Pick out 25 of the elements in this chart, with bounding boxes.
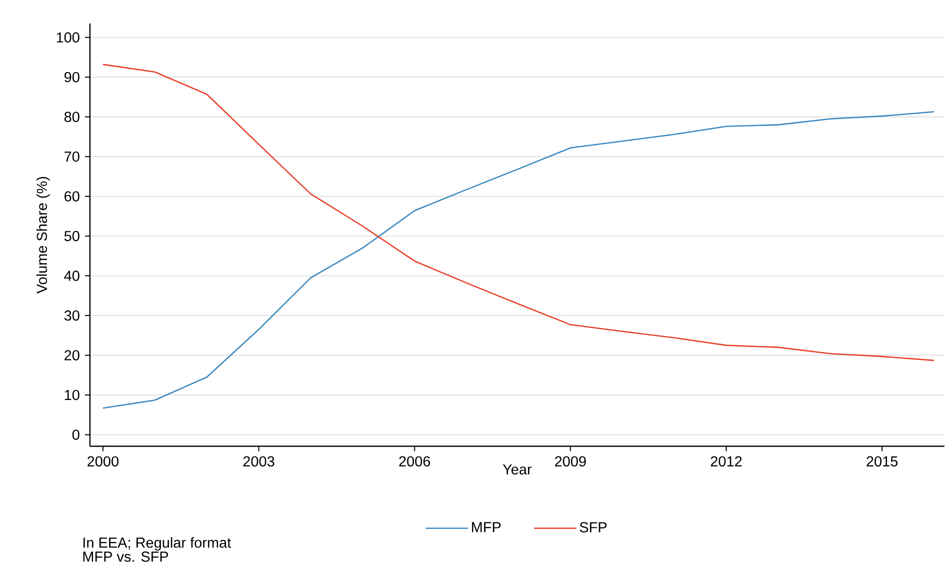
y-tick-label: 30 xyxy=(64,310,80,321)
x-tick-label: 2015 xyxy=(866,456,898,467)
x-tick-label: 2012 xyxy=(710,456,742,467)
y-tick-label: 60 xyxy=(64,191,80,202)
y-tick-label: 10 xyxy=(64,390,80,400)
text: MFP vs. SFP xyxy=(83,552,168,562)
line-series xyxy=(102,111,935,409)
y-tick-label: 40 xyxy=(64,270,80,282)
text: In EEA; Regular format xyxy=(83,537,232,551)
y-tick-label: 100 xyxy=(56,32,80,43)
y-tick-label: 80 xyxy=(64,112,80,122)
y-tick-label: 20 xyxy=(64,350,80,361)
x-tick-label: 2009 xyxy=(555,456,586,467)
legend-label: MFP xyxy=(472,522,501,532)
x-tick-label: 2003 xyxy=(243,456,274,467)
y-tick-label: 50 xyxy=(64,231,80,242)
y-axis-title: Volume Share (%) xyxy=(36,177,50,294)
y-tick-label: 70 xyxy=(64,152,80,162)
x-axis-title: Year xyxy=(502,464,532,475)
legend-label: SFP xyxy=(580,522,607,533)
x-tick-label: 2000 xyxy=(88,456,118,467)
y-tick-label: 90 xyxy=(64,72,80,82)
y-tick-label: 0 xyxy=(72,430,80,440)
x-tick-label: 2006 xyxy=(399,456,430,467)
line-series xyxy=(102,64,935,362)
